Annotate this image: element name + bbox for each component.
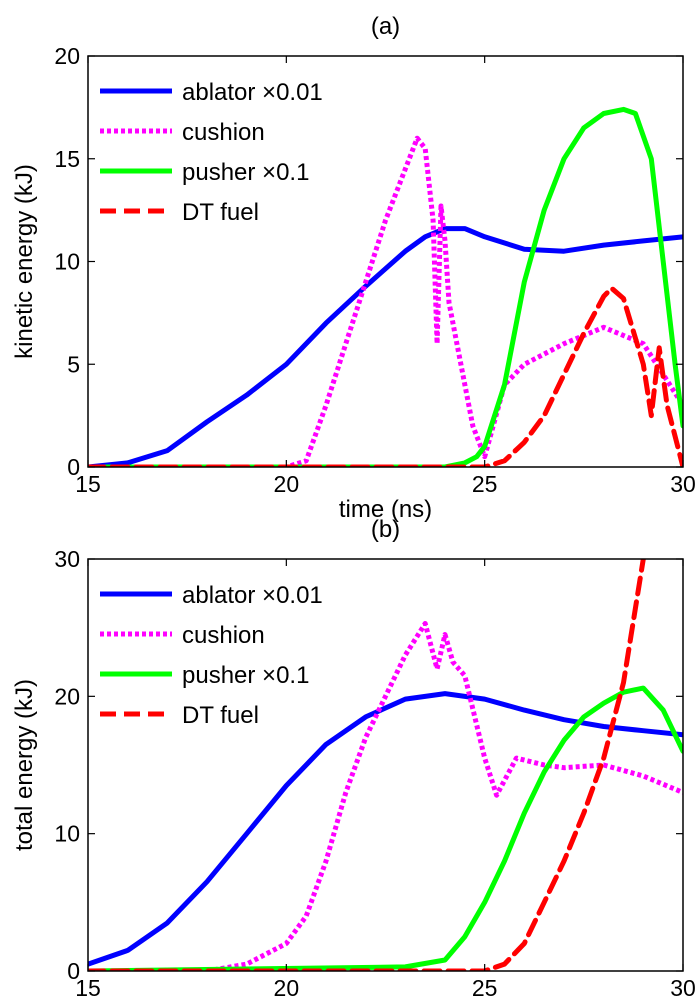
y-tick-label: 10 [54, 821, 80, 847]
legend-label: pusher ×0.1 [182, 159, 309, 186]
x-tick-label: 15 [75, 975, 101, 1000]
plot-area [88, 559, 683, 971]
legend-label: ablator ×0.01 [182, 582, 323, 609]
series-line-cushion [88, 135, 683, 467]
x-tick-label: 30 [670, 471, 696, 497]
legend-label: cushion [182, 119, 265, 146]
y-tick-label: 20 [54, 683, 80, 709]
series-line-ablator [88, 226, 683, 467]
legend-label: DT fuel [182, 199, 259, 226]
y-tick-label: 5 [67, 351, 80, 377]
legend: ablator ×0.01 cushion pusher ×0.1 DT fuel [100, 582, 323, 729]
y-tick-label: 15 [54, 146, 80, 172]
y-axis-label: total energy (kJ) [11, 679, 38, 851]
x-tick-label: 25 [472, 471, 498, 497]
x-axis-label: time (ns) [339, 496, 432, 523]
y-axis-label: kinetic energy (kJ) [11, 164, 38, 359]
x-tick-label: 20 [274, 471, 300, 497]
x-tick-label: 25 [472, 975, 498, 1000]
series-line-dt [88, 285, 683, 467]
x-tick-label: 15 [75, 471, 101, 497]
legend: ablator ×0.01 cushion pusher ×0.1 DT fuel [100, 79, 323, 226]
series-line-pusher [88, 106, 683, 467]
panel-label: (b) [371, 516, 400, 543]
series-line-cushion [88, 621, 683, 971]
y-tick-label: 20 [54, 43, 80, 69]
panel-a: 15 20 25 30 0 5 10 15 20 (a) time (ns) kinetic ener… [11, 13, 696, 523]
legend-label: cushion [182, 622, 265, 649]
series-line-pusher [88, 685, 683, 971]
panel-label: (a) [371, 13, 400, 40]
legend-label: ablator ×0.01 [182, 79, 323, 106]
x-tick-label: 20 [274, 975, 300, 1000]
legend-label: pusher ×0.1 [182, 662, 309, 689]
series-line-dt [88, 559, 646, 971]
legend-label: DT fuel [182, 702, 259, 729]
y-tick-label: 30 [54, 546, 80, 572]
y-tick-label: 0 [67, 958, 80, 984]
x-tick-label: 30 [670, 975, 696, 1000]
y-tick-label: 10 [54, 249, 80, 275]
series-line-ablator [88, 691, 683, 967]
axes-frame [87, 558, 684, 972]
y-tick-label: 0 [67, 454, 80, 480]
plot-area [88, 106, 683, 467]
